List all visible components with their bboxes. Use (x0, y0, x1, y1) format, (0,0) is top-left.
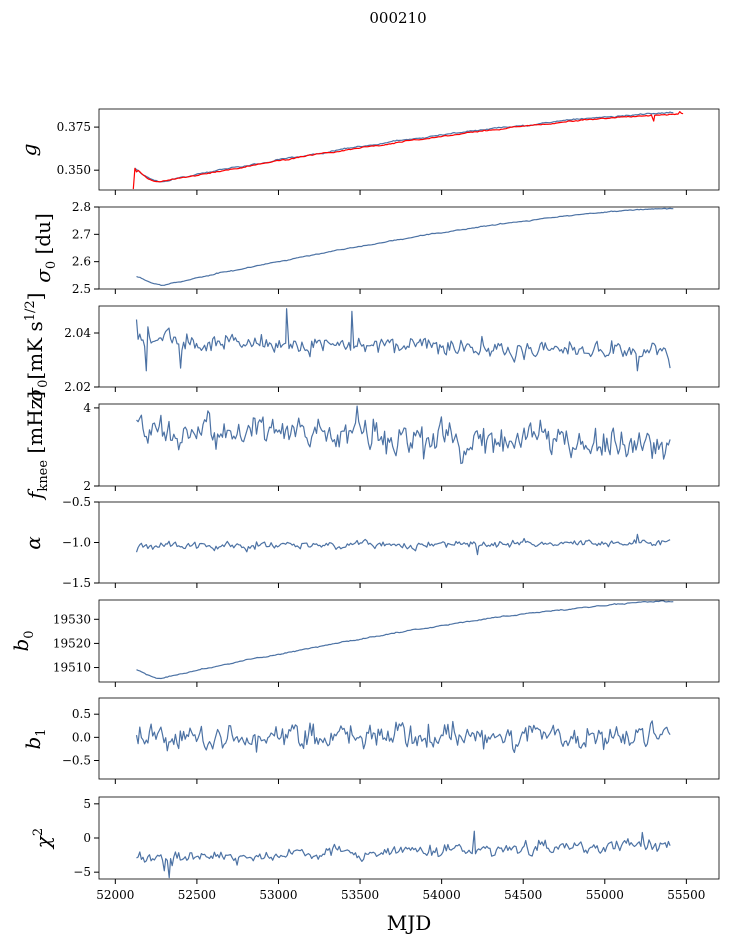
ytick-label: 2.02 (64, 380, 91, 394)
panel-sigma0-mk: σ0[mK s1/2] 2.02 2.04 (23, 292, 720, 402)
series-b0 (136, 600, 674, 680)
ytick-label: 19530 (53, 612, 91, 626)
xtick-label: 55000 (586, 888, 624, 902)
ytick-label: 2.04 (64, 326, 91, 340)
ytick-label: 5 (83, 797, 91, 811)
panel-b1-frame (98, 697, 720, 780)
panel-alpha: α −1.5 −1.0 −0.5 (21, 495, 720, 590)
series-g-red (132, 111, 684, 190)
xtick-label: 55500 (667, 888, 705, 902)
panel-chi2: χ2 −5 0 5 52000 52500 53000 53500 54000 54500 550… (31, 796, 720, 902)
ytick-label: 2.8 (72, 200, 91, 214)
panel-sigma0-du-ylabel: σ0 [du] (31, 213, 59, 283)
panel-g-frame (98, 108, 720, 191)
xtick-label: 52500 (178, 888, 216, 902)
series-sigma0_mK (135, 308, 671, 372)
panel-alpha-ylabel: α (21, 536, 45, 550)
xtick-label: 53500 (341, 888, 379, 902)
panel-b0-ylabel: b0 (9, 630, 37, 651)
panel-chi2-ylabel: χ2 (31, 828, 55, 850)
panel-b0: b0 19510 19520 19530 (9, 599, 720, 687)
ytick-label: −5 (73, 865, 91, 879)
panel-sigma0-du: σ0 [du] 2.5 2.6 2.7 2.8 (31, 200, 720, 296)
xtick-label: 52000 (96, 888, 134, 902)
panel-g-ylabel: g (17, 144, 41, 157)
ytick-label: −1.5 (62, 576, 91, 590)
ytick-label: 0.0 (72, 730, 91, 744)
series-g (134, 111, 674, 183)
ytick-label: 19510 (53, 661, 91, 675)
series-b1 (135, 720, 671, 754)
ytick-label: 2.6 (72, 255, 91, 269)
series-sigma0_du (136, 207, 674, 286)
ytick-label: 0.5 (72, 707, 91, 721)
panel-sigma0-mk-ylabel: σ0[mK s1/2] (23, 292, 51, 401)
xtick-label: 53000 (259, 888, 297, 902)
panel-chi2-frame (98, 796, 720, 880)
panel-b1-ylabel: b1 (21, 728, 49, 749)
ytick-label: −1.0 (62, 536, 91, 550)
panel-fknee-frame (98, 403, 720, 487)
xtick-label: 54500 (504, 888, 542, 902)
x-axis-label: MJD (387, 911, 432, 935)
panel-b1: b1 −0.5 0.0 0.5 (21, 697, 720, 784)
series-fknee (136, 405, 671, 465)
panel-sigma0-mk-frame (98, 305, 720, 388)
panel-sigma0-du-frame (98, 206, 720, 290)
panel-alpha-frame (98, 501, 720, 584)
ytick-label: 2 (83, 479, 91, 493)
ytick-label: −0.5 (62, 495, 91, 509)
panel-g: g 0.350 0.375 (17, 108, 720, 195)
series-chi2 (136, 830, 671, 879)
ytick-label: −0.5 (62, 753, 91, 767)
panel-b0-frame (98, 599, 720, 683)
ytick-label: 0.350 (57, 163, 91, 177)
ytick-label: 19520 (53, 636, 91, 650)
panel-fknee: fknee [mHz] 2 4 (23, 391, 720, 501)
ytick-label: 2.5 (72, 282, 91, 296)
series-alpha (135, 533, 671, 556)
ytick-label: 2.7 (72, 227, 91, 241)
figure-title: 000210 (369, 9, 426, 27)
ytick-label: 0 (83, 831, 91, 845)
xtick-label: 54000 (423, 888, 461, 902)
ytick-label: 4 (83, 401, 91, 415)
panel-fknee-ylabel: fknee [mHz] (23, 391, 51, 501)
ytick-label: 0.375 (57, 120, 91, 134)
